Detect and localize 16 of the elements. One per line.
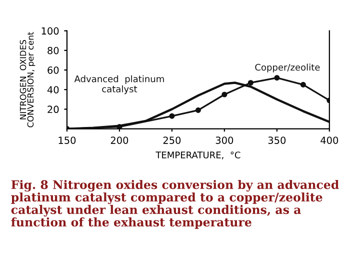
y-tick-label: 60	[48, 66, 59, 74]
x-tick-label: 300	[216, 136, 234, 144]
x-axis-title: TEMPERATURE, °C	[156, 152, 240, 160]
y-axis-title: NITROGEN OXIDES CONVERSION, per cent	[20, 32, 36, 128]
x-tick-label: 400	[320, 136, 338, 144]
x-tick-label: 150	[58, 136, 76, 144]
caption: Fig. 8 Nitrogen oxides conversion by an advanced platinum catalyst compared to a copper/zeolite catalyst under lean exhaust conditions, as a function of the exhaust temperature	[11, 180, 339, 229]
y-tick-label: 40	[47, 86, 59, 94]
x-tick-label: 350	[268, 136, 286, 144]
series-label: Advanced platinum catalyst	[74, 75, 164, 94]
x-tick-label: 250	[163, 136, 181, 144]
y-tick-label: 20	[48, 106, 59, 114]
y-tick-label: 100	[42, 27, 59, 35]
series-label: Copper/zeolite	[255, 64, 320, 72]
y-tick-label: 80	[48, 46, 59, 54]
x-tick-label: 200	[110, 136, 128, 144]
